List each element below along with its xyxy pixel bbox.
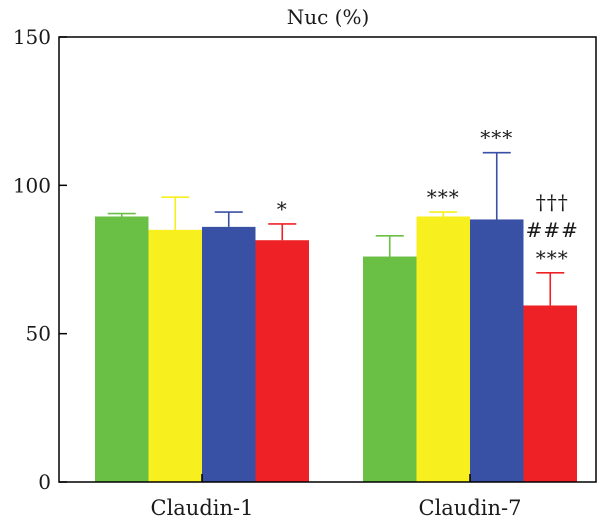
x-category-label: Claudin-1 [151, 496, 254, 520]
significance-marker: ### [526, 218, 579, 242]
significance-marker: *** [480, 126, 513, 150]
bar-claudin-1-s1 [95, 216, 149, 482]
x-axis: Claudin-1 Claudin-7 [151, 474, 522, 520]
bar-claudin-1-s3 [202, 226, 256, 482]
significance-marker: *** [427, 185, 460, 209]
y-axis: 0 50 100 150 [13, 25, 67, 494]
y-tick-label: 150 [13, 25, 51, 49]
chart-title: Nuc (%) [287, 5, 370, 29]
significance-marker: * [277, 197, 288, 221]
y-tick-label: 0 [38, 470, 51, 494]
bar-claudin-1-s4 [255, 240, 309, 482]
bar-claudin-7-s2 [416, 216, 470, 482]
significance-marker: *** [536, 246, 569, 270]
bar-claudin-7-s1 [363, 256, 417, 482]
y-tick-label: 50 [26, 322, 51, 346]
bar-claudin-7-s4 [523, 305, 577, 482]
error-bars-layer [107, 151, 565, 306]
x-category-label: Claudin-7 [419, 496, 522, 520]
y-tick-label: 100 [13, 173, 51, 197]
bar-claudin-1-s2 [148, 229, 202, 482]
significance-marker: ††† [536, 190, 569, 214]
annotations-layer: * ******†††###*** [277, 126, 579, 270]
bars-layer [95, 216, 577, 482]
bar-claudin-7-s3 [470, 219, 524, 482]
